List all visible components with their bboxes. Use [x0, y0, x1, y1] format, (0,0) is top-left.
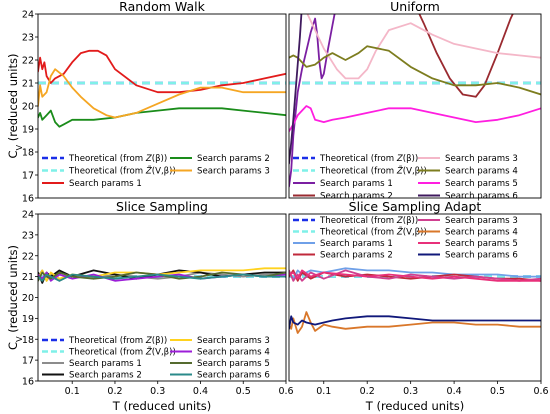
legend-entry: Search params 2 — [320, 192, 393, 202]
x-tick-label: 0.2 — [107, 386, 122, 397]
x-tick-label: 0.3 — [150, 386, 165, 397]
subplot-title: Uniform — [390, 0, 440, 14]
y-tick-label: 23 — [22, 230, 34, 241]
y-axis-label: CV (reduced units) — [6, 245, 24, 350]
series-line-4 — [418, 14, 514, 98]
legend-entry: Search params 6 — [445, 192, 518, 202]
legend-entry: Search params 3 — [445, 216, 518, 226]
legend-entry: Theoretical (from Z(β)) — [68, 336, 167, 346]
legend-entry: Theoretical (from Z(β)) — [68, 154, 167, 164]
series-line-6 — [289, 311, 541, 334]
legend-entry: Search params 3 — [197, 167, 270, 177]
legend-entry: Theoretical (from Z̃(V,β)) — [319, 165, 427, 177]
legend: Theoretical (from Z(β))Theoretical (from… — [293, 216, 518, 261]
legend-entry: Search params 1 — [69, 359, 142, 369]
legend-entry: Search params 6 — [197, 371, 270, 381]
legend-entry: Theoretical (from Z̃(V,β)) — [68, 346, 176, 358]
x-tick-label: 0.1 — [65, 386, 80, 397]
legend: Theoretical (from Z(β))Theoretical (from… — [42, 336, 270, 381]
legend-entry: Search params 4 — [445, 167, 518, 177]
subplot-3: Slice Sampling 16 17 18 19 20 21 22 23 24 0.1 0.2 0.… — [6, 199, 294, 413]
axes-frame — [288, 13, 542, 199]
series-line-7 — [289, 105, 541, 133]
series-line-8 — [38, 273, 286, 282]
series-line-3 — [38, 49, 286, 94]
x-tick-label: 0.6 — [278, 386, 293, 397]
legend-entry: Search params 4 — [445, 228, 518, 238]
y-tick-label: 18 — [22, 335, 34, 346]
y-tick-label: 23 — [22, 33, 34, 44]
subplot-title: Slice Sampling — [116, 199, 208, 214]
legend-entry: Search params 1 — [69, 179, 142, 189]
subplot-title: Random Walk — [119, 0, 205, 14]
series-line-8 — [289, 14, 303, 165]
series-line-5 — [289, 269, 541, 282]
y-tick-label: 20 — [22, 293, 34, 304]
x-tick-label: 0.5 — [490, 386, 505, 397]
y-tick-label: 16 — [22, 194, 34, 205]
legend-entry: Search params 2 — [320, 251, 393, 261]
legend-entry: Theoretical (from Z̃(V,β)) — [319, 226, 427, 238]
subplot-title: Slice Sampling Adapt — [349, 199, 482, 214]
series-group — [38, 267, 286, 284]
series-line-8 — [289, 315, 541, 330]
series-line-7 — [289, 269, 541, 282]
x-tick-label: 0.5 — [236, 386, 251, 397]
y-tick-label: 17 — [22, 171, 34, 182]
x-tick-label: 0.4 — [447, 386, 462, 397]
x-tick-label: 0.3 — [403, 386, 418, 397]
legend-entry: Theoretical (from Z(β)) — [319, 216, 418, 226]
y-tick-label: 19 — [22, 314, 34, 325]
legend-entry: Search params 2 — [197, 154, 270, 164]
subplot-4: Slice Sampling Adapt 0.1 0.2 0.3 0.4 0.5 0.6 T … — [288, 199, 549, 413]
legend-entry: Search params 4 — [197, 348, 270, 358]
legend-entry: Search params 5 — [445, 239, 518, 249]
legend-entry: Theoretical (from Z(β)) — [319, 154, 418, 164]
legend: Theoretical (from Z(β))Theoretical (from… — [42, 154, 270, 189]
series-group — [289, 267, 541, 334]
x-tick-label: 0.1 — [316, 386, 331, 397]
x-tick-label: 0.2 — [360, 386, 375, 397]
y-tick-label: 18 — [22, 148, 34, 159]
y-tick-label: 20 — [22, 102, 34, 113]
axes-frame — [288, 213, 542, 382]
subplot-2: Uniform Theoretical (from Z(β))Theoretica… — [288, 0, 542, 202]
legend-entry: Search params 3 — [197, 336, 270, 346]
y-tick-label: 22 — [22, 251, 34, 262]
series-line-6 — [289, 45, 541, 96]
legend-entry: Search params 6 — [445, 251, 518, 261]
legend-entry: Search params 1 — [320, 179, 393, 189]
x-axis-label: T (reduced units) — [365, 399, 464, 413]
y-tick-label: 24 — [22, 210, 34, 221]
y-axis-label: CV (reduced units) — [6, 54, 24, 159]
y-tick-label: 21 — [22, 79, 34, 90]
x-tick-label: 0.4 — [193, 386, 208, 397]
x-axis-label: T (reduced units) — [112, 399, 211, 413]
series-group — [289, 14, 541, 188]
y-tick-label: 19 — [22, 125, 34, 136]
y-tick-label: 17 — [22, 356, 34, 367]
y-tick-label: 24 — [22, 10, 34, 21]
series-line-3 — [289, 267, 541, 280]
legend-entry: Search params 1 — [320, 239, 393, 249]
subplot-1: Random Walk 16 17 18 19 20 21 22 23 24 CV (reduced… — [6, 0, 287, 205]
legend-entry: Search params 5 — [445, 179, 518, 189]
y-tick-label: 16 — [22, 377, 34, 388]
y-tick-label: 22 — [22, 56, 34, 67]
series-line-5 — [306, 14, 541, 80]
y-tick-label: 21 — [22, 272, 34, 283]
legend-entry: Search params 3 — [445, 154, 518, 164]
legend-entry: Search params 5 — [197, 359, 270, 369]
series-line-7 — [38, 271, 286, 282]
legend-entry: Search params 2 — [69, 371, 142, 381]
series-line-5 — [38, 68, 286, 119]
x-tick-label: 0.6 — [533, 386, 548, 397]
series-group — [38, 49, 286, 128]
legend-entry: Theoretical (from Z̃(V,β)) — [68, 165, 176, 177]
series-line-4 — [38, 107, 286, 128]
legend: Theoretical (from Z(β))Theoretical (from… — [293, 154, 518, 202]
